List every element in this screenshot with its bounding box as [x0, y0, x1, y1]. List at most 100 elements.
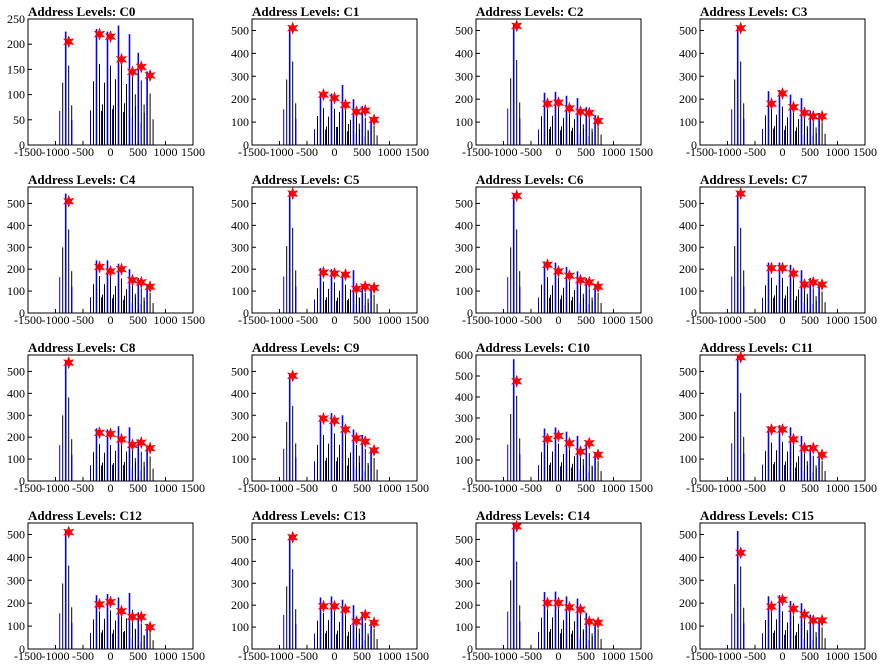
peak-marker: [552, 429, 565, 443]
peak-marker: [135, 435, 148, 450]
y-tick-label: 200: [231, 430, 249, 444]
peak-marker: [350, 431, 363, 446]
histogram-cluster: [571, 98, 584, 145]
peak-marker: [541, 596, 554, 610]
peak-marker: [787, 432, 800, 447]
y-tick-label: 400: [455, 218, 473, 232]
peak-marker: [510, 189, 523, 203]
peak-marker: [734, 546, 747, 560]
y-tick-label: 500: [231, 23, 249, 37]
x-tick-label: -500: [520, 481, 542, 495]
y-tick-label: 100: [231, 620, 249, 634]
y-tick-label: 500: [231, 196, 249, 210]
peak-marker: [807, 613, 820, 628]
x-tick-label: -500: [296, 145, 318, 159]
peak-marker: [115, 604, 128, 618]
y-tick-label: 500: [231, 364, 249, 378]
histogram-cluster: [579, 441, 593, 481]
x-tick-label: 1000: [378, 313, 402, 327]
y-tick-label: 100: [231, 452, 249, 466]
y-tick-label: 100: [455, 453, 473, 467]
y-tick-label: 400: [679, 46, 697, 60]
histogram-cluster: [336, 415, 349, 481]
x-tick-label: 500: [577, 313, 595, 327]
y-tick-label: 500: [679, 196, 697, 210]
peak-marker: [328, 413, 341, 428]
chart-panel: Address Levels: C50100200300400500-1500-…: [231, 172, 429, 327]
x-tick-label: -1000: [266, 313, 294, 327]
peak-marker: [368, 615, 380, 630]
histogram-cluster: [325, 93, 338, 145]
peak-marker: [592, 279, 604, 294]
x-tick-label: 1500: [629, 145, 653, 159]
peak-marker: [286, 530, 299, 545]
y-tick-label: 300: [231, 240, 249, 254]
peak-marker: [104, 29, 117, 44]
y-tick-label: 400: [7, 550, 25, 564]
chart-title: Address Levels: C10: [476, 340, 590, 355]
chart-title: Address Levels: C9: [252, 340, 360, 355]
peak-marker: [574, 602, 587, 617]
chart-title: Address Levels: C14: [476, 508, 590, 523]
x-tick-label: -1000: [266, 649, 294, 663]
peak-marker: [563, 436, 576, 450]
peak-marker: [135, 275, 148, 290]
x-tick-label: 500: [577, 145, 595, 159]
histogram-cluster: [507, 23, 521, 145]
peak-marker: [776, 261, 789, 275]
x-tick-label: 0: [108, 313, 114, 327]
x-tick-label: 0: [556, 649, 562, 663]
peak-marker: [93, 597, 106, 612]
x-tick-label: -1000: [490, 313, 518, 327]
histogram-cluster: [59, 361, 73, 481]
y-tick-label: 200: [7, 430, 25, 444]
x-tick-label: -500: [744, 145, 766, 159]
histogram-cluster: [283, 373, 297, 481]
x-tick-label: 1000: [154, 481, 178, 495]
peak-marker: [317, 599, 330, 614]
x-tick-label: -500: [520, 313, 542, 327]
histogram-cluster: [325, 413, 338, 481]
peak-marker: [776, 86, 789, 101]
y-tick-label: 0: [691, 138, 697, 152]
x-tick-label: -1000: [42, 481, 70, 495]
peak-marker: [510, 374, 523, 389]
y-tick-label: 400: [679, 550, 697, 564]
x-tick-label: 1500: [629, 649, 653, 663]
peak-marker: [798, 607, 811, 622]
peak-marker: [144, 620, 156, 635]
histogram-cluster: [731, 25, 745, 145]
histogram-cluster: [731, 355, 745, 481]
y-tick-label: 100: [455, 115, 473, 129]
y-tick-label: 200: [679, 92, 697, 106]
x-tick-label: -500: [72, 313, 94, 327]
chart-panel: Address Levels: C20100200300400500-1500-…: [455, 4, 653, 159]
y-tick-label: 100: [7, 88, 25, 102]
peak-marker: [807, 275, 820, 290]
histogram-cluster: [112, 426, 125, 481]
y-tick-label: 0: [467, 474, 473, 488]
peak-marker: [583, 614, 596, 629]
peak-marker: [359, 279, 372, 294]
histogram-cluster: [112, 597, 125, 649]
x-tick-label: 1000: [154, 313, 178, 327]
peak-marker: [807, 109, 820, 124]
y-tick-label: 200: [231, 92, 249, 106]
histogram-cluster: [784, 94, 797, 145]
y-tick-label: 500: [679, 527, 697, 541]
histogram-cluster: [560, 431, 573, 481]
peak-marker: [574, 273, 587, 287]
peak-marker: [135, 610, 148, 624]
y-tick-label: 500: [679, 364, 697, 378]
x-tick-label: 0: [780, 649, 786, 663]
peak-marker: [765, 422, 778, 437]
x-tick-label: 0: [556, 313, 562, 327]
y-tick-label: 50: [13, 113, 25, 127]
y-tick-label: 100: [679, 115, 697, 129]
chart-panel: Address Levels: C90100200300400500-1500-…: [231, 340, 429, 495]
peak-marker: [816, 277, 828, 292]
histogram-cluster: [773, 262, 786, 313]
x-tick-label: -1000: [42, 313, 70, 327]
x-tick-label: -1500: [686, 145, 714, 159]
